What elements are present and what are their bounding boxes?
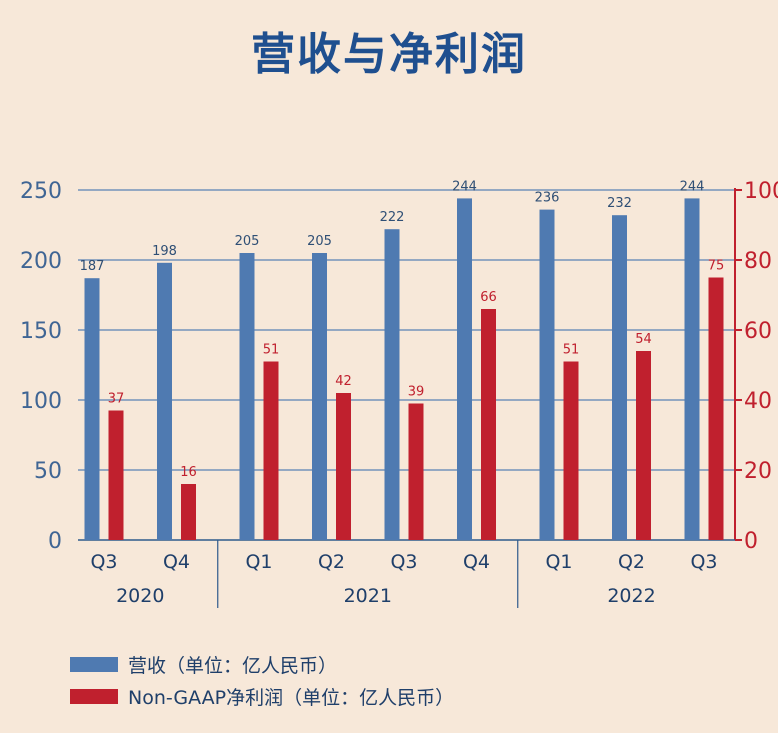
profit-bar (563, 361, 579, 540)
profit-data-label: 51 (263, 343, 280, 358)
x-tick-label: Q1 (545, 551, 572, 573)
profit-data-label: 16 (180, 465, 197, 480)
profit-data-label: 66 (480, 290, 497, 305)
x-tick-label: Q3 (390, 551, 417, 573)
revenue-data-label: 232 (607, 196, 632, 211)
x-tick-label: Q1 (245, 551, 272, 573)
profit-data-label: 42 (335, 374, 352, 389)
revenue-bar (457, 198, 472, 540)
y-right-tick-label: 60 (744, 319, 772, 344)
legend-profit-label: Non-GAAP净利润（单位：亿人民币） (128, 687, 455, 709)
x-tick-label: Q3 (90, 551, 117, 573)
y-right-tick-label: 80 (744, 249, 772, 274)
bar-chart: 0 50 100 150 200 250 0 20 40 60 80 100 187 37 Q3 198 16 Q… (20, 179, 778, 608)
profit-bar (263, 361, 279, 540)
x-tick-label: Q4 (463, 551, 490, 573)
profit-bar (181, 484, 196, 540)
profit-data-label: 75 (708, 259, 725, 274)
legend-revenue-label: 营收（单位：亿人民币） (128, 655, 338, 677)
revenue-data-label: 244 (452, 179, 477, 194)
revenue-bar (684, 198, 700, 540)
profit-data-label: 39 (408, 385, 425, 400)
revenue-data-label: 187 (80, 259, 105, 274)
legend-profit: Non-GAAP净利润（单位：亿人民币） (70, 683, 454, 710)
revenue-data-label: 236 (535, 191, 560, 206)
year-group-label: 2022 (607, 585, 655, 607)
profit-bar (108, 410, 124, 540)
y-left-tick-label: 200 (20, 249, 62, 274)
revenue-data-label: 205 (307, 234, 332, 249)
y-right-tick-label: 20 (744, 459, 772, 484)
revenue-bar (239, 253, 255, 540)
profit-bar (636, 351, 651, 540)
profit-data-label: 54 (635, 332, 652, 347)
revenue-bar (384, 229, 400, 540)
y-left-tick-label: 100 (20, 389, 62, 414)
x-tick-label: Q4 (163, 551, 190, 573)
profit-bar (708, 277, 724, 540)
y-right-tick-label: 0 (744, 529, 758, 554)
revenue-data-label: 205 (235, 234, 260, 249)
x-tick-label: Q3 (690, 551, 717, 573)
revenue-bar (312, 253, 327, 540)
x-tick-label: Q2 (618, 551, 645, 573)
year-group-label: 2021 (344, 585, 392, 607)
y-right-tick-label: 100 (744, 179, 778, 204)
year-group-label: 2020 (116, 585, 164, 607)
x-tick-label: Q2 (318, 551, 345, 573)
profit-bar (408, 403, 424, 540)
chart-title: 营收与净利润 (251, 29, 527, 80)
y-left-tick-label: 0 (48, 529, 62, 554)
revenue-bar (84, 278, 100, 540)
y-right-tick-label: 40 (744, 389, 772, 414)
revenue-bar (157, 262, 172, 540)
y-left-tick-label: 50 (34, 459, 62, 484)
legend-revenue-swatch (70, 657, 118, 672)
revenue-data-label: 244 (680, 179, 705, 194)
profit-bar (481, 309, 496, 540)
revenue-data-label: 198 (152, 244, 177, 259)
y-left-tick-label: 150 (20, 319, 62, 344)
profit-data-label: 51 (563, 343, 580, 358)
legend-profit-swatch (70, 689, 118, 704)
revenue-data-label: 222 (380, 210, 405, 225)
y-left-tick-label: 250 (20, 179, 62, 204)
revenue-bar (612, 215, 627, 540)
profit-data-label: 37 (108, 392, 125, 407)
profit-bar (336, 393, 351, 540)
revenue-bar (539, 209, 555, 540)
legend-revenue: 营收（单位：亿人民币） (70, 651, 337, 678)
